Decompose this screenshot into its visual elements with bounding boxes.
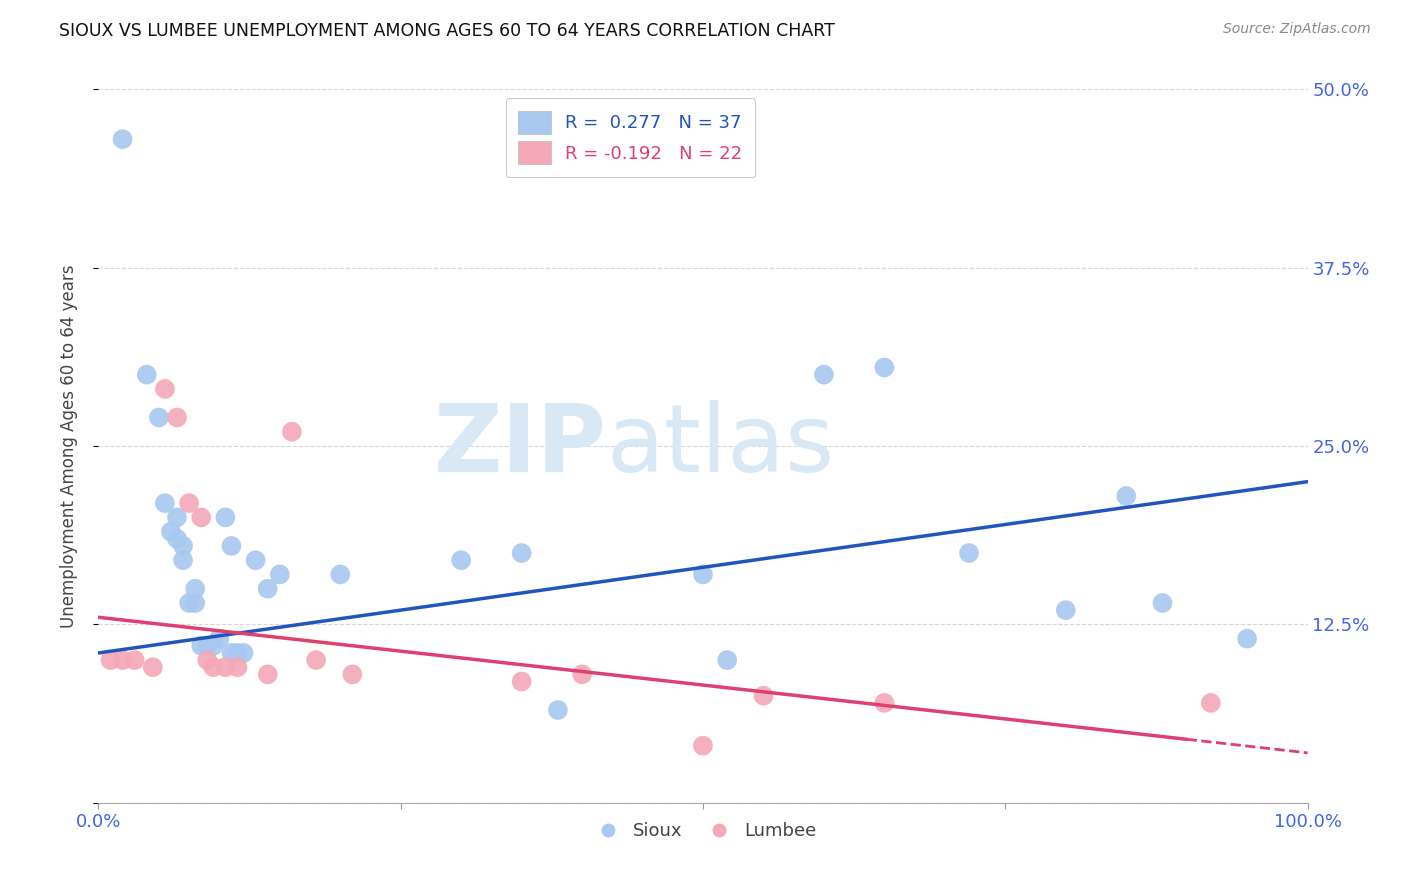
Point <box>450 553 472 567</box>
Point <box>111 132 134 146</box>
Point <box>547 703 569 717</box>
Point <box>226 646 249 660</box>
Point <box>245 553 267 567</box>
Point <box>957 546 980 560</box>
Point <box>510 546 533 560</box>
Point <box>342 667 364 681</box>
Text: ZIP: ZIP <box>433 400 606 492</box>
Point <box>510 674 533 689</box>
Point <box>153 496 176 510</box>
Text: atlas: atlas <box>606 400 835 492</box>
Point <box>184 596 207 610</box>
Point <box>190 639 212 653</box>
Point <box>692 567 714 582</box>
Point <box>256 667 278 681</box>
Legend: Sioux, Lumbee: Sioux, Lumbee <box>582 815 824 847</box>
Point <box>329 567 352 582</box>
Point <box>208 632 231 646</box>
Point <box>716 653 738 667</box>
Point <box>221 646 243 660</box>
Point <box>166 410 188 425</box>
Point <box>269 567 291 582</box>
Point <box>1115 489 1137 503</box>
Point <box>142 660 165 674</box>
Point <box>166 510 188 524</box>
Point <box>172 539 194 553</box>
Point <box>256 582 278 596</box>
Point <box>813 368 835 382</box>
Point <box>160 524 183 539</box>
Point <box>214 510 236 524</box>
Point <box>135 368 157 382</box>
Point <box>1199 696 1222 710</box>
Point <box>281 425 304 439</box>
Point <box>202 639 225 653</box>
Point <box>190 510 212 524</box>
Point <box>148 410 170 425</box>
Point <box>873 360 896 375</box>
Point <box>179 496 201 510</box>
Point <box>166 532 188 546</box>
Point <box>692 739 714 753</box>
Point <box>111 653 134 667</box>
Point <box>305 653 328 667</box>
Point <box>179 596 201 610</box>
Point <box>184 582 207 596</box>
Point <box>202 660 225 674</box>
Point <box>873 696 896 710</box>
Point <box>172 553 194 567</box>
Y-axis label: Unemployment Among Ages 60 to 64 years: Unemployment Among Ages 60 to 64 years <box>59 264 77 628</box>
Point <box>752 689 775 703</box>
Point <box>214 660 236 674</box>
Point <box>226 660 249 674</box>
Point <box>195 653 218 667</box>
Text: SIOUX VS LUMBEE UNEMPLOYMENT AMONG AGES 60 TO 64 YEARS CORRELATION CHART: SIOUX VS LUMBEE UNEMPLOYMENT AMONG AGES … <box>59 22 835 40</box>
Point <box>124 653 146 667</box>
Point <box>195 639 218 653</box>
Point <box>221 539 243 553</box>
Point <box>100 653 122 667</box>
Point <box>1236 632 1258 646</box>
Point <box>571 667 593 681</box>
Point <box>153 382 176 396</box>
Text: Source: ZipAtlas.com: Source: ZipAtlas.com <box>1223 22 1371 37</box>
Point <box>1152 596 1174 610</box>
Point <box>232 646 254 660</box>
Point <box>1054 603 1077 617</box>
